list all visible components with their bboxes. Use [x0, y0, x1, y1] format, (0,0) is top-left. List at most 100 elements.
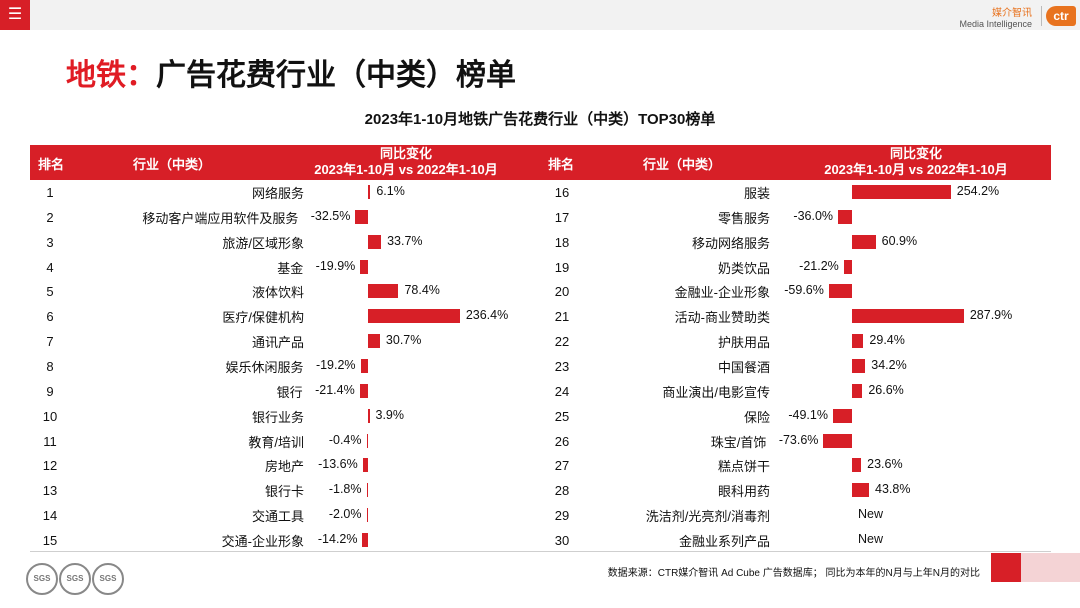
rank-number: 26 — [554, 433, 570, 449]
rank-number: 6 — [46, 309, 54, 325]
header-change-line1: 同比变化 — [379, 146, 432, 161]
value-label: 23.6% — [867, 457, 903, 472]
value-label: -36.0% — [793, 208, 834, 223]
industry-label: 网络服务 — [251, 186, 304, 201]
sgs-seal-icon: SGS — [59, 563, 91, 595]
industry-label: 交通-企业形象 — [221, 533, 304, 549]
brand-text: 媒介智讯 Media Intelligence — [959, 8, 1032, 30]
bottom-divider — [30, 551, 1051, 552]
value-label: -59.6% — [784, 283, 824, 298]
industry-label: 移动网络服务 — [691, 235, 770, 251]
value-label: -19.2% — [315, 357, 356, 372]
rank-number: 29 — [554, 508, 570, 524]
value-label: 287.9% — [969, 308, 1013, 323]
change-bar — [832, 408, 852, 423]
industry-label: 洗洁剂/光亮剂/消毒剂 — [645, 509, 770, 525]
change-bar — [852, 383, 863, 398]
change-bar — [838, 209, 852, 224]
change-bar — [852, 458, 862, 473]
value-label: -32.5% — [310, 208, 351, 223]
header-change-line2: 2023年1-10月 vs 2022年1-10月 — [314, 162, 498, 177]
industry-label: 交通工具 — [251, 509, 304, 525]
header-change-line1: 同比变化 — [889, 146, 942, 161]
value-label: -13.6% — [318, 457, 358, 472]
rank-number: 19 — [554, 259, 570, 275]
industry-label: 基金 — [277, 260, 304, 276]
change-bar — [852, 185, 951, 199]
change-bar — [852, 358, 866, 373]
rank-number: 14 — [42, 508, 58, 524]
industry-label: 移动客户端应用软件及服务 — [142, 210, 299, 226]
rank-number: 1 — [46, 185, 54, 200]
industry-label: 娱乐休闲服务 — [225, 359, 304, 375]
value-label: 30.7% — [385, 333, 422, 348]
change-bar — [368, 185, 371, 199]
rank-number: 25 — [554, 408, 570, 424]
brand-en: Media Intelligence — [959, 19, 1032, 29]
table-header-right: 排名 行业（中类） 同比变化 2023年1-10月 vs 2022年1-10月 — [540, 145, 1051, 180]
rank-number: 20 — [554, 284, 570, 300]
change-bar — [366, 483, 368, 498]
industry-label: 眼科用药 — [717, 484, 770, 500]
industry-label: 奶类饮品 — [717, 260, 770, 276]
change-bar — [362, 532, 368, 547]
change-bar — [359, 383, 368, 398]
industry-label: 银行 — [276, 384, 303, 400]
change-bar — [362, 458, 368, 473]
header-industry: 行业（中类） — [133, 157, 212, 172]
rank-number: 30 — [554, 532, 570, 548]
sgs-seal-icon: SGS — [92, 563, 124, 595]
industry-label: 旅游/区域形象 — [222, 235, 304, 251]
value-label: 236.4% — [465, 308, 509, 323]
top-bar: ☰ 媒介智讯 Media Intelligence ctr — [0, 0, 1080, 30]
value-label: -0.4% — [328, 432, 362, 447]
change-bar — [852, 234, 876, 249]
rank-number: 10 — [42, 408, 58, 424]
change-bar — [368, 309, 460, 324]
sgs-seal-icon: SGS — [26, 563, 58, 595]
rank-number: 13 — [42, 483, 58, 499]
rank-number: 24 — [554, 383, 570, 399]
industry-label: 医疗/保健机构 — [222, 310, 304, 326]
rank-number: 17 — [554, 209, 570, 225]
header-change-line2: 2023年1-10月 vs 2022年1-10月 — [824, 162, 1008, 177]
page-title: 地铁：广告花费行业（中类）榜单 — [66, 50, 516, 94]
value-label: 29.4% — [869, 333, 905, 348]
header-rank: 排名 — [38, 157, 65, 172]
industry-label: 银行业务 — [251, 409, 304, 425]
header-change: 同比变化 2023年1-10月 vs 2022年1-10月 — [810, 146, 1022, 178]
page-title-accent: 地铁： — [66, 59, 156, 92]
value-label: 43.8% — [875, 482, 911, 497]
rank-number: 16 — [554, 185, 570, 200]
value-label: 34.2% — [871, 357, 907, 372]
rank-number: 11 — [43, 433, 57, 449]
header-industry: 行业（中类） — [643, 157, 722, 172]
industry-label: 零售服务 — [717, 210, 770, 226]
value-label: 33.7% — [387, 233, 423, 248]
brand-cn: 媒介智讯 — [992, 8, 1032, 19]
industry-label: 护肤用品 — [717, 335, 770, 351]
industry-label: 通讯产品 — [251, 335, 304, 351]
brand-divider — [1041, 6, 1042, 26]
rank-number: 3 — [46, 234, 54, 250]
industry-label: 服装 — [743, 186, 770, 201]
value-label: -14.2% — [317, 531, 358, 546]
footer-red-block — [991, 553, 1021, 582]
industry-label: 金融业系列产品 — [678, 533, 770, 549]
change-bar — [368, 334, 380, 349]
header-change: 同比变化 2023年1-10月 vs 2022年1-10月 — [300, 146, 512, 178]
hamburger-icon[interactable]: ☰ — [0, 0, 30, 30]
industry-label: 液体饮料 — [251, 285, 304, 301]
value-label: 60.9% — [881, 233, 918, 248]
change-bar — [828, 284, 852, 299]
chart-title: 2023年1-10月地铁广告花费行业（中类）TOP30榜单 — [364, 111, 716, 128]
value-label: -21.4% — [315, 382, 355, 397]
value-label: -73.6% — [778, 432, 819, 447]
industry-label: 珠宝/首饰 — [710, 434, 767, 450]
table-header-left: 排名 行业（中类） 同比变化 2023年1-10月 vs 2022年1-10月 — [30, 145, 540, 180]
value-label: -49.1% — [788, 407, 828, 422]
industry-label: 糕点饼干 — [717, 459, 770, 475]
change-bar — [843, 259, 852, 274]
value-label: -2.0% — [328, 507, 362, 522]
change-bar — [355, 209, 368, 224]
